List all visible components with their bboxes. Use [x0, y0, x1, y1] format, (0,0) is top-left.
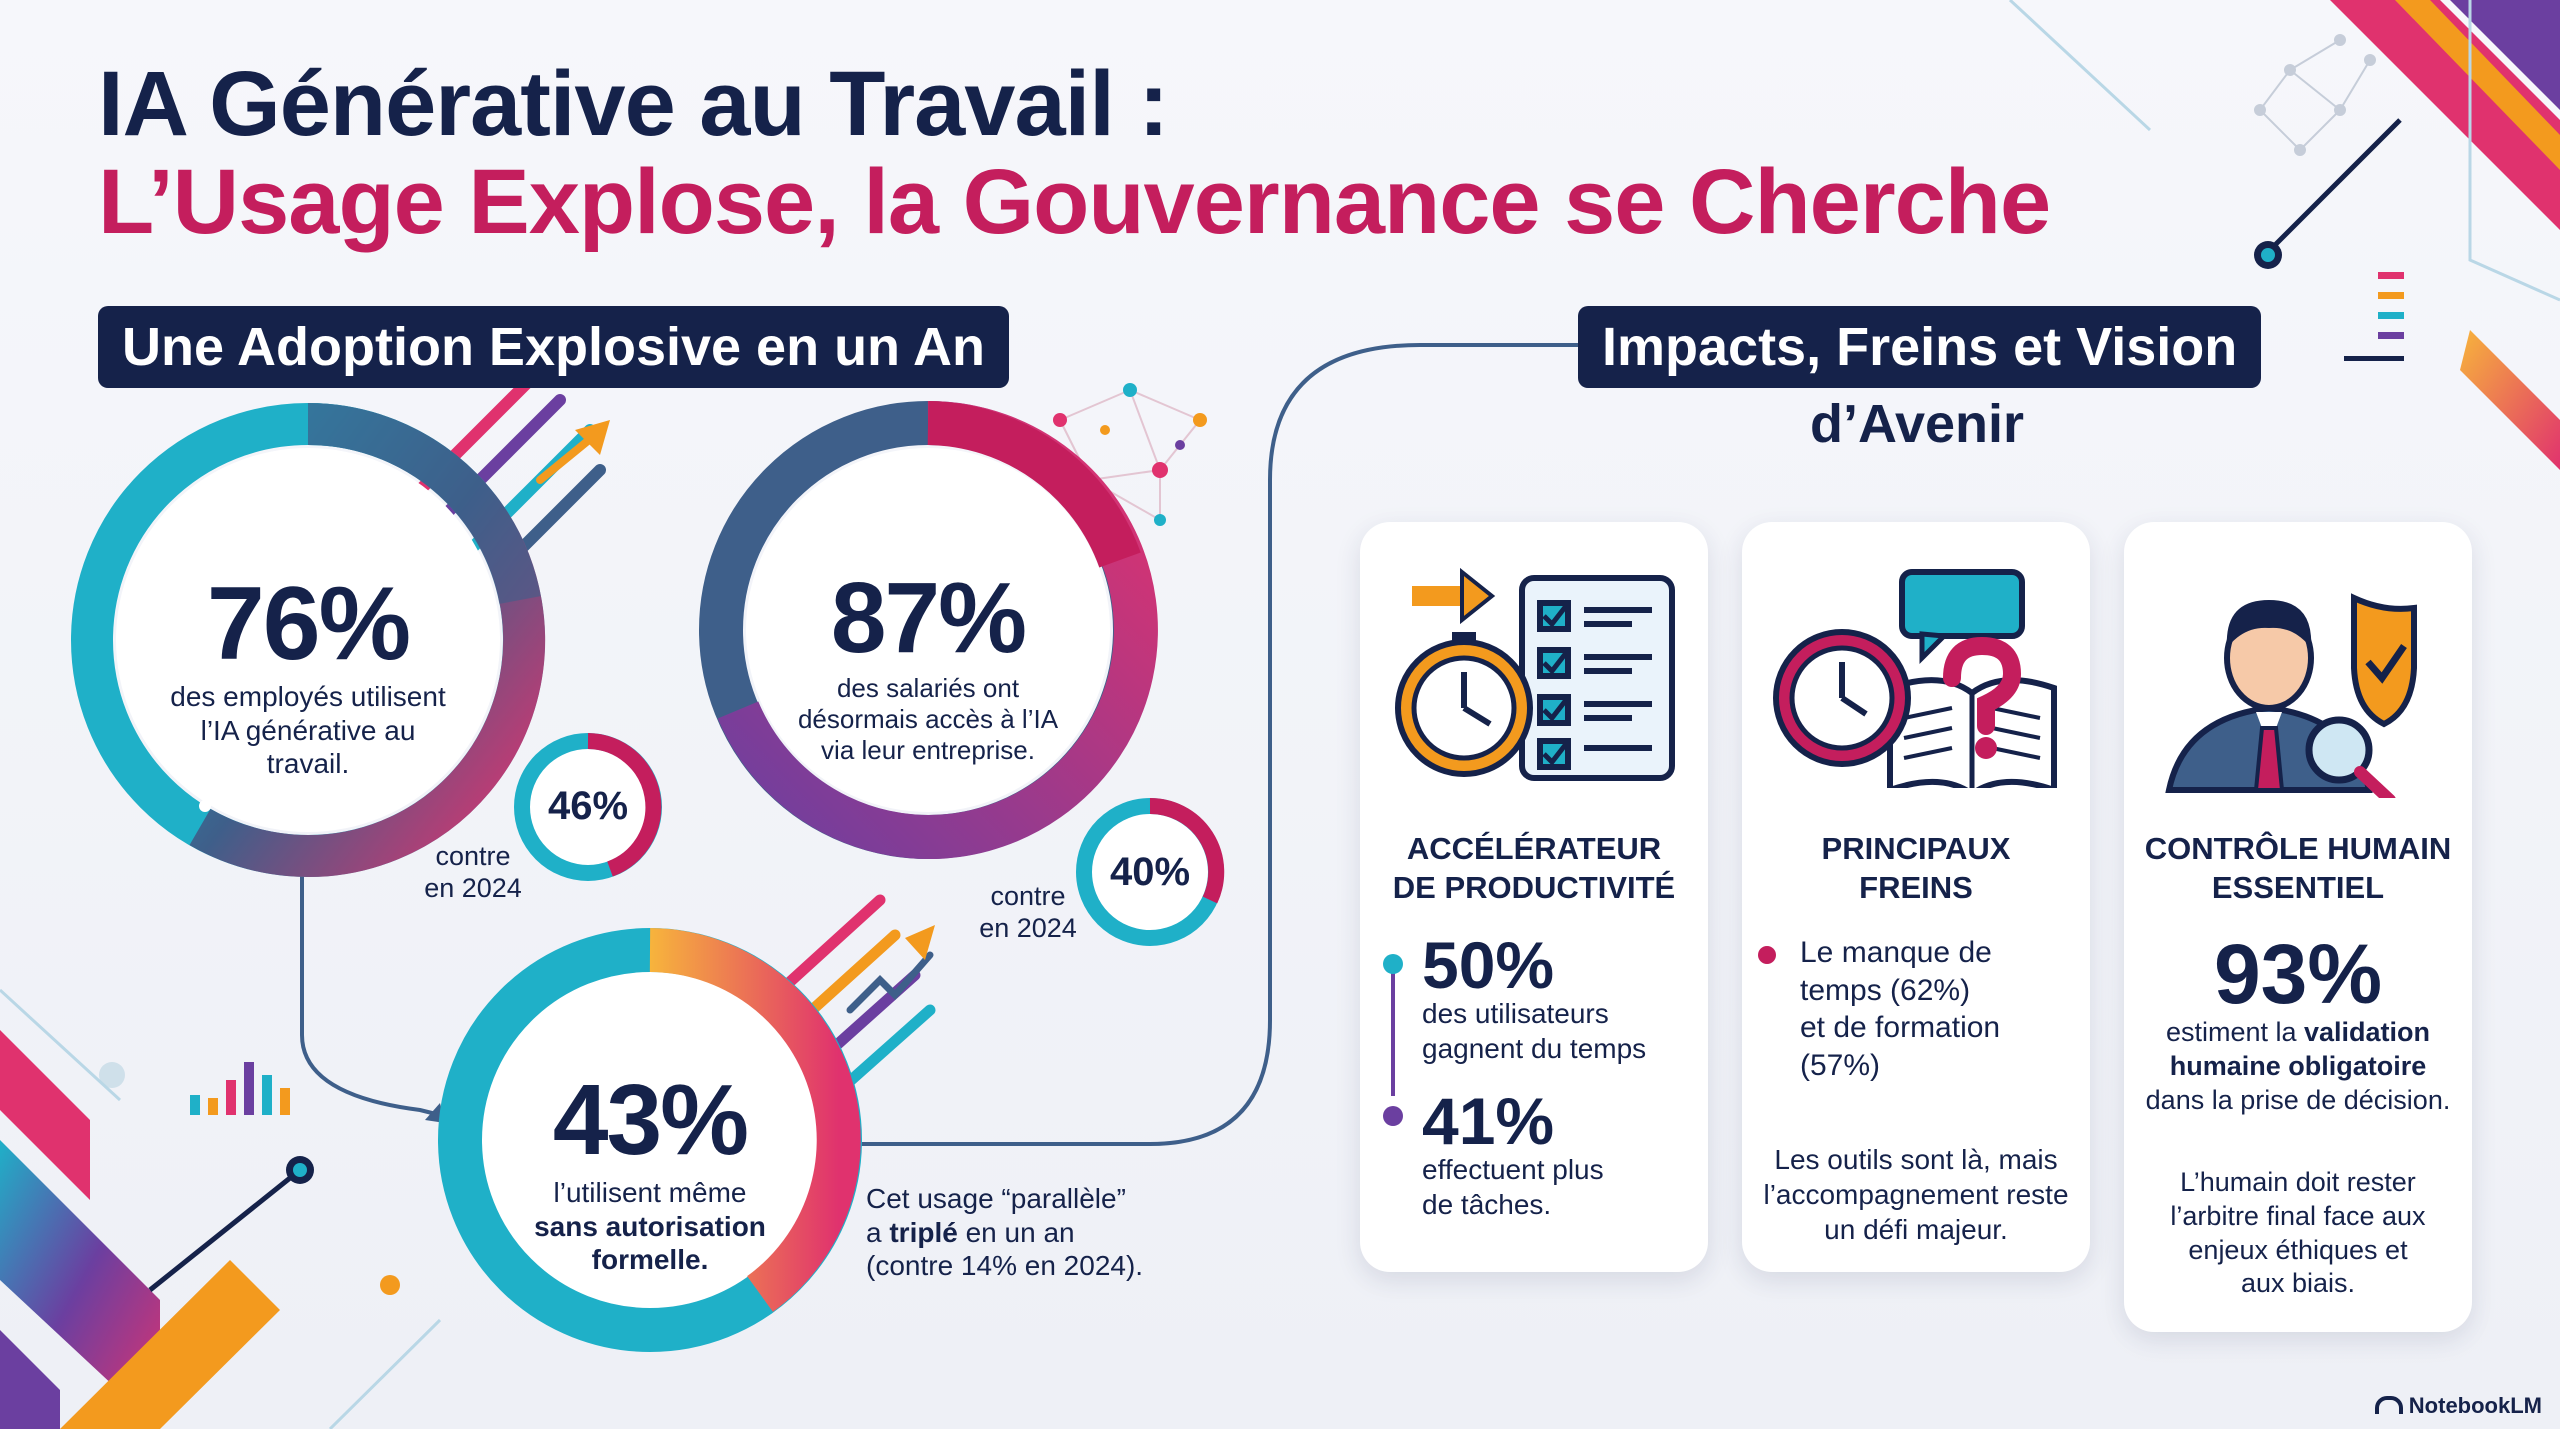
stat-76-value: 76% — [206, 566, 411, 682]
stat-43-desc: l’utilisent même sans autorisation forme… — [534, 1177, 766, 1276]
stat-43-value: 43% — [552, 1064, 749, 1176]
section-heading-impacts: Impacts, Freins et Vision — [1578, 306, 2262, 389]
card-productivity: ACCÉLÉRATEUR DE PRODUCTIVITÉ 50% des uti… — [1360, 522, 1708, 1272]
ring-40 — [1076, 797, 1225, 946]
clock-checklist-icon — [1395, 567, 1675, 781]
card-human-control: CONTRÔLE HUMAIN ESSENTIEL 93% estiment l… — [2124, 522, 2472, 1332]
stat-76-desc: des employés utilisent l’IA générative a… — [170, 681, 446, 780]
stat-41-value: 41% — [1422, 1084, 1555, 1158]
notebooklm-brand: NotebookLM — [2374, 1393, 2542, 1419]
stat-46-compare: contre en 2024 — [424, 841, 522, 904]
section-subheading-impacts: d’Avenir — [1810, 394, 2025, 454]
title-line-2: L’Usage Explose, la Gouvernance se Cherc… — [98, 151, 2051, 253]
card-human-control-title: CONTRÔLE HUMAIN ESSENTIEL — [2144, 831, 2452, 905]
card-obstacles: PRINCIPAUX FREINS Le manque de temps (62… — [1742, 522, 2090, 1272]
notebooklm-logo-icon — [2374, 1396, 2403, 1414]
network-top-right — [2254, 34, 2376, 156]
top-right-stripes — [2008, 0, 2560, 470]
stat-50-desc: des utilisateurs gagnent du temps — [1422, 998, 1647, 1064]
ring-43 — [438, 928, 862, 1352]
stat-87-desc: des salariés ont désormais accès à l’IA … — [797, 673, 1059, 766]
section-heading-adoption: Une Adoption Explosive en un An — [98, 306, 1010, 389]
bottom-left-stripes — [0, 988, 442, 1429]
clock-book-question-icon — [1773, 569, 2057, 788]
stat-40-value: 40% — [1109, 850, 1191, 894]
human-control-note: L’humain doit rester l’arbitre final fac… — [2170, 1167, 2426, 1299]
ring-46 — [514, 733, 662, 881]
person-shield-magnifier-icon — [2165, 593, 2417, 798]
timeline-line — [1391, 962, 1395, 1096]
timeline-dot-teal — [1383, 954, 1403, 974]
card-productivity-title: ACCÉLÉRATEUR DE PRODUCTIVITÉ — [1392, 831, 1676, 905]
connector-76-to-43 — [300, 868, 441, 1117]
ring-87 — [699, 400, 1158, 859]
bullet-dot — [1758, 946, 1776, 964]
title-line-1: IA Générative au Travail : — [98, 53, 1169, 155]
stat-43-note: Cet usage “parallèle” a triplé en un an … — [866, 1183, 1144, 1282]
connector-43-to-impacts — [848, 343, 1580, 1146]
ring-76 — [71, 403, 546, 877]
stat-41-desc: effectuent plus de tâches. — [1422, 1154, 1604, 1220]
card-obstacles-title: PRINCIPAUX FREINS — [1821, 831, 2011, 905]
stat-50-value: 50% — [1422, 928, 1555, 1002]
stat-87-value: 87% — [830, 562, 1027, 674]
stat-93-value: 93% — [2213, 927, 2383, 1021]
stat-93-desc: estiment la validation humaine obligatoi… — [2145, 1017, 2451, 1115]
obstacles-note: Les outils sont là, mais l’accompagnemen… — [1763, 1144, 2069, 1245]
timeline-dot-purple — [1383, 1106, 1403, 1126]
stat-46-value: 46% — [547, 784, 629, 828]
stat-40-compare: contre en 2024 — [979, 881, 1077, 944]
obstacles-bullet-text: Le manque de temps (62%) et de formation… — [1800, 936, 2001, 1082]
